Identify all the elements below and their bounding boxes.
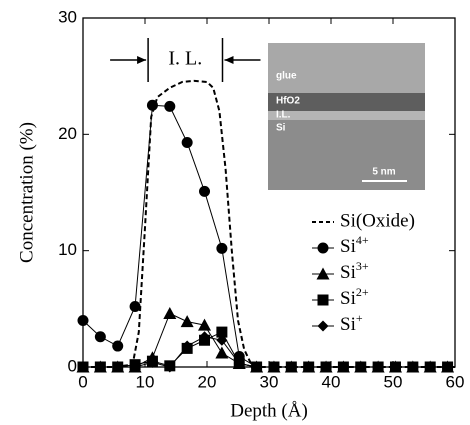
marker: [164, 101, 175, 112]
inset-band: [268, 43, 425, 93]
x-axis-label: Depth (Å): [230, 400, 308, 421]
legend-label: Si4+: [340, 233, 369, 258]
inset-band: [268, 120, 425, 190]
x-tick-label: 20: [198, 372, 217, 391]
inset-label: I.L.: [276, 110, 291, 121]
inset-label: HfO2: [276, 96, 300, 107]
il-label: I. L.: [168, 48, 202, 70]
inset-band: [268, 111, 425, 120]
marker: [182, 137, 193, 148]
x-tick-label: 60: [446, 372, 465, 391]
marker: [215, 347, 228, 359]
marker: [318, 321, 329, 332]
marker: [95, 331, 106, 342]
legend-label: Si(Oxide): [340, 210, 415, 231]
marker: [147, 100, 158, 111]
legend-label: Si2+: [340, 285, 369, 310]
marker: [318, 243, 329, 254]
inset-label: glue: [276, 71, 297, 82]
marker: [112, 341, 123, 352]
x-tick-label: 40: [322, 372, 341, 391]
il-arrowhead: [137, 56, 146, 64]
marker: [318, 295, 329, 306]
marker: [78, 315, 89, 326]
y-tick-label: 10: [58, 240, 77, 259]
y-tick-label: 20: [58, 124, 77, 143]
y-tick-label: 0: [68, 356, 77, 375]
marker: [163, 307, 176, 319]
legend-label: Si+: [340, 311, 363, 336]
marker: [216, 243, 227, 254]
marker: [181, 315, 194, 327]
inset-scale-label: 5 nm: [372, 167, 395, 178]
y-axis-label: Concentration (%): [16, 122, 37, 263]
x-tick-label: 0: [78, 372, 87, 391]
il-arrowhead: [225, 56, 234, 64]
x-tick-label: 50: [384, 372, 403, 391]
y-tick-label: 30: [58, 7, 77, 26]
x-tick-label: 10: [136, 372, 155, 391]
inset-label: Si: [276, 123, 286, 134]
x-tick-label: 30: [260, 372, 279, 391]
legend-label: Si3+: [340, 259, 369, 284]
marker: [130, 301, 141, 312]
chart: 0 10 20 30 40 50 60 0 10 20 30 Depth (Å) Concentrati…: [0, 0, 470, 425]
marker: [199, 186, 210, 197]
inset: glue HfO2 I.L. Si 5 nm: [268, 43, 425, 190]
